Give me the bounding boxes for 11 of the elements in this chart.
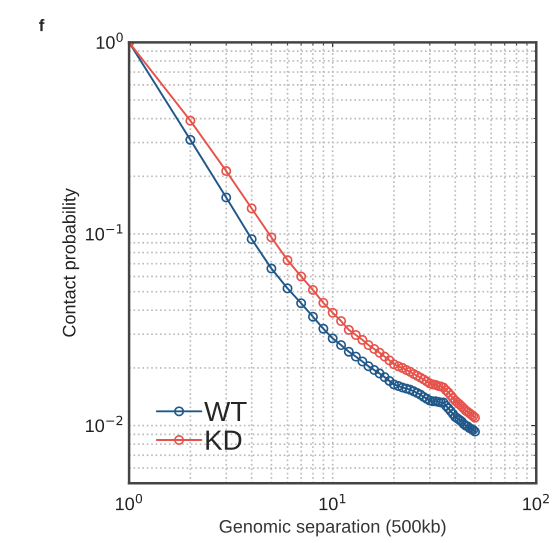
y-tick-label: 10$^{0}$ xyxy=(96,32,123,49)
legend-label: KD xyxy=(206,430,242,450)
y-tick-label: 10$^{−1}$ xyxy=(86,224,122,241)
x-tick-label: 10$^{0}$ xyxy=(116,494,142,510)
x-axis-title: Genomic separation (500kb) xyxy=(220,520,446,536)
x-tick-label: 10$^{2}$ xyxy=(523,494,549,510)
x-tick-label: 10$^{1}$ xyxy=(320,494,346,510)
y-axis-title: Contact probability xyxy=(62,188,80,337)
y-tick-label: 10$^{−2}$ xyxy=(86,416,122,432)
legend-label: WT xyxy=(204,402,247,422)
chart-title: f xyxy=(39,19,44,32)
